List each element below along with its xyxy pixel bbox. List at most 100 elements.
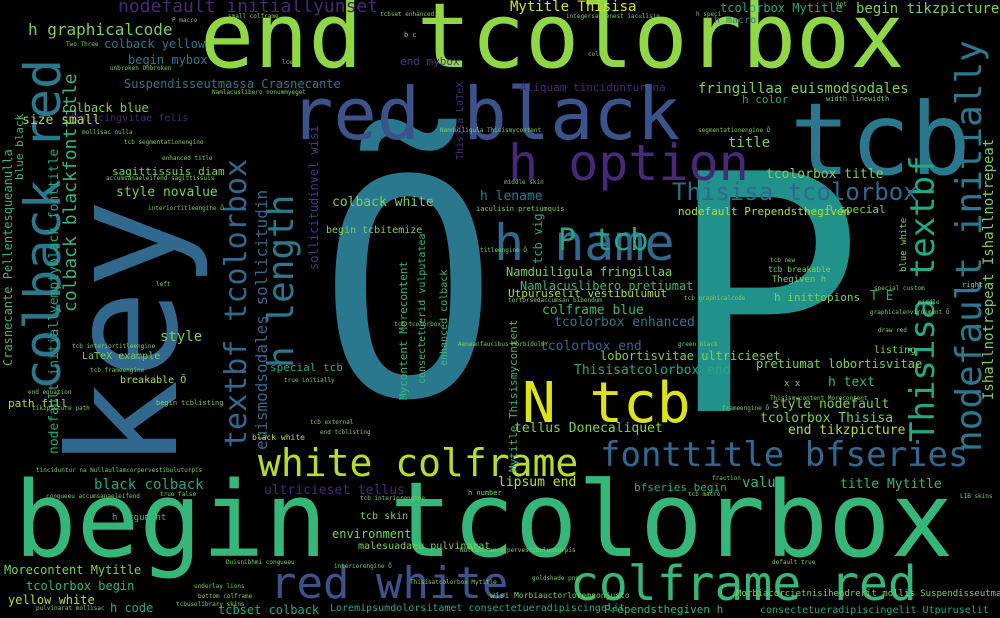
word-white-colframe: white colframe [258, 441, 579, 485]
word-thisisa-tcolorbox: Thisisa tcolorbox [672, 178, 918, 206]
word-h-graphicalcode: h graphicalcode [28, 20, 173, 39]
word-ultricieset-tellus: ultricieset tellus [264, 483, 405, 498]
word-tcb-skin: tcb skin [360, 511, 409, 522]
word-tcb-graphicalcode: tcb graphicalcode [684, 295, 746, 302]
word-h-speci: h speci [696, 11, 722, 18]
word-listing: listing [874, 345, 917, 356]
word-euismodsodales: euismodsodales sollicitudin [252, 189, 271, 450]
word-consectetuer-utpuruselit: consectetueradipiscingelit Utpuruselit [760, 605, 989, 616]
word-adipiscingvitae: adipiscingvitae felis [62, 113, 189, 124]
word-namlacuslibero-nonummy: Namlacuslibero nonummyeget [212, 89, 306, 96]
word-begin-tikzpicture: begin tikzpicture [856, 1, 1000, 17]
word-blue-black: blue black [13, 113, 26, 180]
word-segmentationengine: segmentationengine Õ [698, 127, 771, 134]
word-mycontent: Mycontent Morecontent [397, 260, 410, 400]
word-default-true: default true [772, 559, 816, 566]
word-colback-blue: colback blue [62, 101, 149, 115]
word-tcb-interiorengine: tcb interiorengine [360, 495, 426, 502]
word-lce: lce [282, 59, 293, 66]
word-end-mybox: end mybox [400, 55, 460, 68]
word-aeneanfaucibus: Aeneanfaucibus Morbidolor [458, 341, 549, 348]
word-tcolorbox-thisisa: tcolorbox Thisisa [760, 411, 894, 426]
word-pretiumat: pretiumat lobortisvitae [756, 357, 923, 371]
word-o-tilde: Õ [318, 117, 499, 466]
word-sagittissuis: sagittissuis diam [112, 165, 225, 178]
word-tikzpicture-path: tikzpicture path [32, 405, 90, 412]
word-middle: middle [918, 299, 940, 306]
word-morbiacorci: Morbiacorcietnisihendrerit mollis Suspen… [736, 589, 1000, 599]
word-sollicitudinvel: sollicitudinvel wisi [307, 125, 321, 271]
word-tcb-segmentationengine: tcb segmentationengine [124, 139, 204, 146]
word-interiorengine: interiorengine Õ [334, 563, 392, 570]
word-h-inittopions: h inittopions [774, 291, 861, 304]
word-begin-tcolorbox: begin tcolorbox [14, 459, 954, 581]
word-style-novalue: style novalue [116, 185, 218, 200]
word-mytitle-thisisa: Mytitle Thisisa [510, 0, 637, 15]
word-t-e: T E [870, 289, 894, 304]
word-thisisatcolorbox-end: Thisisatcolorbox end [574, 363, 731, 378]
word-environment: environment [332, 527, 412, 541]
word-special-tcb: special tcb [270, 361, 343, 374]
word-thisisatcolorbox-mytitle: Thisisatcolorbox Mytitle [410, 579, 497, 586]
word-prependsthegiven: Prependsthegiven h [604, 603, 724, 616]
word-tcbset-colback: tcbset colback [218, 603, 320, 617]
word-end-equation: end equation [28, 389, 72, 396]
word-path-fill: path fill [8, 397, 68, 410]
word-thisismycontent-morecontent: Thisismycontent Morecontent [770, 395, 868, 402]
word-true-false: true false [160, 491, 197, 498]
word-aliquam: Aliquam tinciduntur na [520, 81, 666, 94]
word-enhanced-colback: enhanced colback [439, 269, 450, 366]
word-b-c: b c [404, 31, 417, 39]
word-colback-white: colback white [332, 195, 434, 210]
word-p-special: P special [826, 203, 886, 216]
word-tellus-donecaliquet: tellus Donecaliquet [514, 421, 663, 436]
word-end-tcblisting: end tcblisting [320, 429, 371, 436]
word-wisi-morbiauctor: wisi Morbiauctorloremnonjusto [490, 591, 630, 600]
word-h-text: h text [828, 375, 875, 390]
word-opt: Opt [836, 1, 847, 8]
word-h-name: h name [494, 214, 675, 272]
word-suspendisse: Suspendisseutmassa Crasnecante [124, 77, 341, 91]
word-bfseries-begin: bfseries begin [634, 481, 727, 494]
word-tcb-frameengine: tcb frameengine [90, 367, 145, 374]
word-black-white: black white [252, 433, 305, 442]
word-interiortitleengine: interiortitleengine Õ [148, 205, 224, 212]
word-fonttitle-bfseries: fonttitle bfseries [600, 435, 969, 475]
word-integersapienest: integersapienest iaculisin [566, 13, 660, 20]
word-end-tcolorbox: end tcolorbox [200, 0, 905, 89]
word-crasnecante: Crasnecante Pellentesqueanulla [1, 149, 15, 366]
word-h-number: h number [468, 489, 502, 497]
word-tcb-vig: tcb vig [531, 213, 545, 264]
word-right: right [962, 281, 984, 289]
word-morecontent-mytitle: Morecontent Mytitle [4, 563, 142, 577]
word-special-custom: special custom [874, 285, 925, 292]
word-thegiven-h: Thegiven h [772, 275, 827, 285]
word-begin-mybox: begin mybox [128, 53, 208, 67]
word-malesuadaeu: malesuadaeu pulvinarat [358, 541, 491, 552]
word-h-color: h color [742, 93, 789, 106]
word-p: P [666, 105, 865, 489]
word-congueeu: congueeu accumsanaeleifend [46, 493, 140, 500]
word-tcb-macro: tcb macro [688, 491, 721, 498]
word-small-colframe: small colframe [228, 13, 279, 20]
word-end-tikzpicture: end tikzpicture [788, 423, 906, 438]
word-lib-skins: LIB skins [960, 493, 993, 500]
word-namduiligula: Namduiligula fringillaa [506, 265, 673, 279]
word-h-macro: h macro [714, 15, 757, 26]
word-tcb: tcb [790, 81, 971, 198]
word-tcolorbox-end: tcolorbox end [540, 339, 642, 354]
word-consectetuerid: consectetuerid vulputatea [417, 233, 428, 384]
word-style-nodefault: style nodefault [772, 397, 890, 412]
word-loremipsum: Loremipsumdolorsitamet consectetueradipi… [330, 603, 626, 614]
word-lobortisvitae: lobortisvitae ultricieset [600, 349, 781, 363]
word-accumsanaeleifend: accumsanaeleifend sagittissuis [106, 175, 215, 182]
word-titleengine: titleengine Õ [480, 247, 527, 254]
word-begin-tcblisting: begin tcblisting [156, 399, 224, 407]
word-red-black: red black [290, 72, 681, 156]
word-one-two: One Two [810, 61, 836, 68]
word-two-three: Two Three [66, 41, 99, 48]
word-x-x: x x [784, 379, 801, 389]
word-tcolorbox-enhanced: tcolorbox enhanced [554, 315, 695, 330]
word-lipsum-end: lipsum end [498, 475, 577, 490]
